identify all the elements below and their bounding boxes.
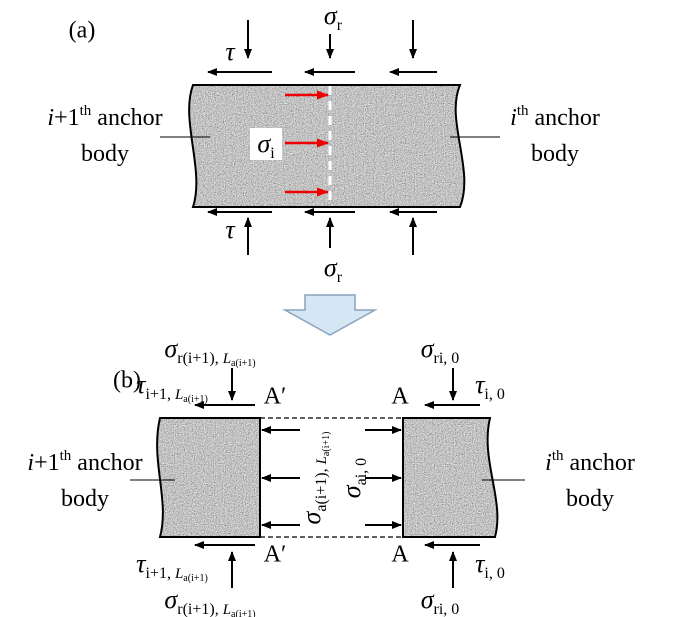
panel-label: (a) [69,18,96,44]
label-part: a(i+1) [183,573,208,584]
label-part: i+1, [145,386,174,403]
right-block [403,418,497,537]
symbol-label: σr [324,253,343,286]
label-part: anchor [91,105,162,131]
label-part: i+1, [145,565,174,582]
diagram: (a)τσri+1th anchorbodyith anchorbodyσiτσ… [0,0,675,617]
label-part: L [174,566,183,582]
body-label: ith anchor [545,448,635,476]
label-part: i, 0 [484,386,504,403]
label-part: th [517,103,529,119]
label-part: r [337,269,343,286]
body-label: body [61,486,109,512]
symbol-label: τ [225,37,236,66]
point-label: A′ [264,542,287,568]
label-part: th [60,448,72,464]
symbol-label: σr(i+1), La(i+1) [164,585,255,617]
left-block [157,418,260,537]
symbol-label: σr [324,1,343,34]
point-label: A′ [264,384,287,410]
label-part: i [510,105,517,131]
label-part: i [47,105,54,131]
symbol-label: σri, 0 [421,334,460,367]
body-label: body [81,141,129,167]
label-part: r(i+1), [177,601,222,617]
label-part: ri, 0 [434,350,460,367]
body-label: i+1th anchor [27,448,142,476]
label-part: i [270,145,275,162]
label-part: L [222,351,231,367]
label-part: a(i+1), [313,464,330,511]
label-part: +1 [34,450,60,476]
label-part: r [337,17,343,34]
symbol-label: σa(i+1), La(i+1) [297,432,332,525]
label-part: i [545,450,552,476]
point-label: A [391,542,409,568]
symbol-label: τi, 0 [475,370,505,403]
symbol-label: σai, 0 [337,458,370,498]
label-part: a(i+1) [321,432,332,457]
anchor-segment [189,85,464,207]
transition-arrow [285,295,375,335]
label-part: a(i+1) [231,358,256,369]
label-part: τ [225,37,236,66]
label-part: th [80,103,92,119]
label-part: i, 0 [484,565,504,582]
label-part: τ [225,215,236,244]
label-part: a(i+1) [231,609,256,617]
symbol-label: τi, 0 [475,549,505,582]
symbol-label: σri, 0 [421,585,460,617]
label-part: L [314,456,330,465]
body-label: i+1th anchor [47,103,162,131]
point-label: A [391,384,409,410]
label-part: a(i+1) [183,394,208,405]
body-label: ith anchor [510,103,600,131]
symbol-label: τi+1, La(i+1) [136,549,208,584]
label-part: ri, 0 [434,601,460,617]
label-part: ai, 0 [353,458,370,486]
label-part: L [222,602,231,617]
body-label: body [566,486,614,512]
label-part: anchor [529,105,600,131]
symbol-label: σr(i+1), La(i+1) [164,334,255,369]
label-part: th [552,448,564,464]
symbol-label: τi+1, La(i+1) [136,370,208,405]
label-part: r(i+1), [177,350,222,367]
symbol-label: τ [225,215,236,244]
label-part: anchor [564,450,635,476]
label-part: L [174,387,183,403]
label-part: anchor [71,450,142,476]
body-label: body [531,141,579,167]
label-part: i [27,450,34,476]
page: (a)τσri+1th anchorbodyith anchorbodyσiτσ… [0,0,675,617]
label-part: +1 [54,105,80,131]
